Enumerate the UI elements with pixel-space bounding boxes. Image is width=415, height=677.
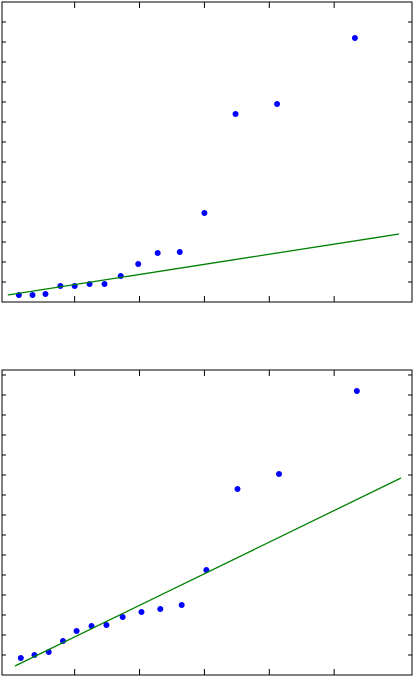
data-point bbox=[29, 292, 36, 298]
data-point bbox=[154, 250, 161, 256]
data-point bbox=[201, 210, 208, 216]
data-point bbox=[353, 388, 360, 394]
data-point bbox=[103, 622, 110, 628]
plot-frame bbox=[1, 1, 413, 303]
data-point bbox=[101, 281, 108, 287]
plot-frame bbox=[1, 369, 413, 676]
data-point bbox=[119, 614, 126, 620]
fit-line bbox=[7, 233, 400, 296]
data-point bbox=[176, 249, 183, 255]
data-point bbox=[178, 602, 185, 608]
data-point bbox=[42, 291, 49, 297]
fit-line bbox=[14, 477, 402, 667]
data-point bbox=[274, 101, 281, 107]
data-point bbox=[138, 609, 145, 615]
data-point bbox=[351, 35, 358, 41]
data-point bbox=[17, 655, 24, 661]
data-point bbox=[276, 471, 283, 477]
data-point bbox=[157, 606, 164, 612]
data-point bbox=[73, 628, 80, 634]
data-point bbox=[232, 111, 239, 117]
data-point bbox=[135, 261, 142, 267]
data-point bbox=[234, 486, 241, 492]
